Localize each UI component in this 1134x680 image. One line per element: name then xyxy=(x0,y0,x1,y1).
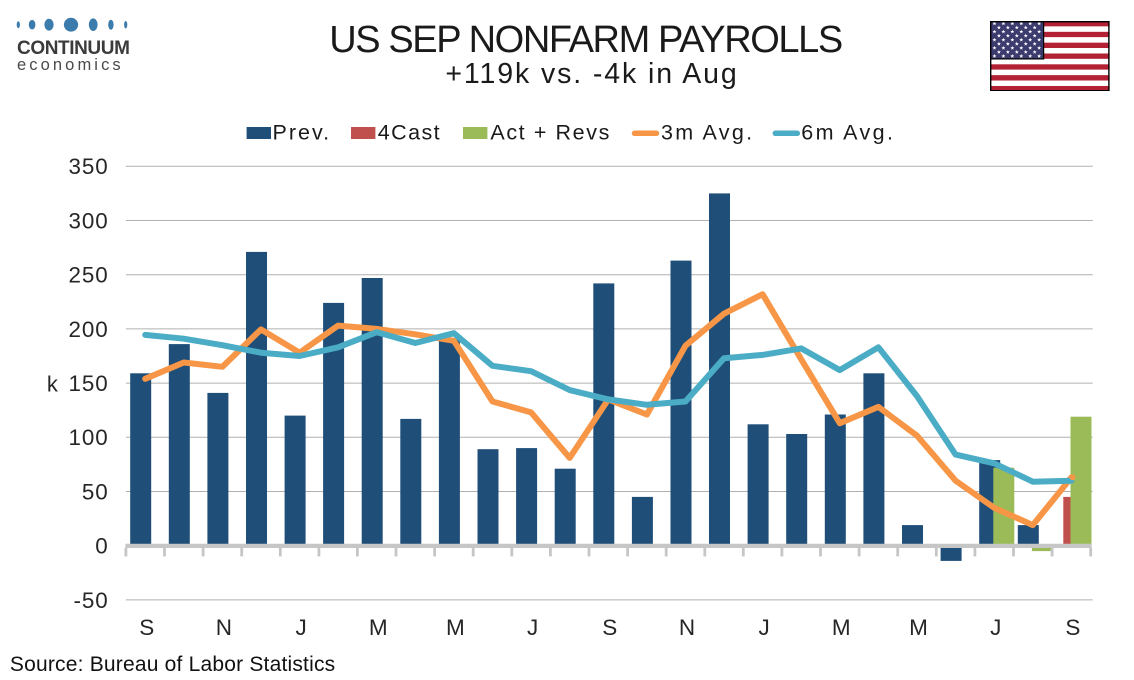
svg-text:M: M xyxy=(446,615,465,640)
svg-text:S: S xyxy=(602,615,617,640)
svg-text:S: S xyxy=(1065,615,1080,640)
svg-text:0: 0 xyxy=(95,534,108,559)
svg-text:N: N xyxy=(216,615,232,640)
svg-text:M: M xyxy=(909,615,928,640)
svg-text:M: M xyxy=(369,615,388,640)
svg-text:J: J xyxy=(758,615,769,640)
svg-text:k: k xyxy=(47,372,59,397)
svg-text:M: M xyxy=(832,615,851,640)
svg-text:Act + Revs: Act + Revs xyxy=(490,121,611,145)
svg-text:J: J xyxy=(990,615,1001,640)
svg-text:J: J xyxy=(527,615,538,640)
svg-text:J: J xyxy=(295,615,306,640)
svg-text:250: 250 xyxy=(69,263,109,288)
svg-text:N: N xyxy=(679,615,695,640)
svg-text:100: 100 xyxy=(69,425,109,450)
svg-text:-50: -50 xyxy=(74,588,109,613)
svg-text:Prev.: Prev. xyxy=(273,121,332,145)
svg-text:200: 200 xyxy=(69,317,109,342)
svg-text:3m Avg.: 3m Avg. xyxy=(661,121,754,145)
svg-text:350: 350 xyxy=(69,154,109,179)
svg-text:150: 150 xyxy=(69,371,109,396)
svg-text:6m Avg.: 6m Avg. xyxy=(801,121,895,145)
svg-text:S: S xyxy=(139,615,154,640)
svg-text:50: 50 xyxy=(82,479,109,504)
svg-text:300: 300 xyxy=(69,208,109,233)
svg-text:4Cast: 4Cast xyxy=(378,121,441,145)
